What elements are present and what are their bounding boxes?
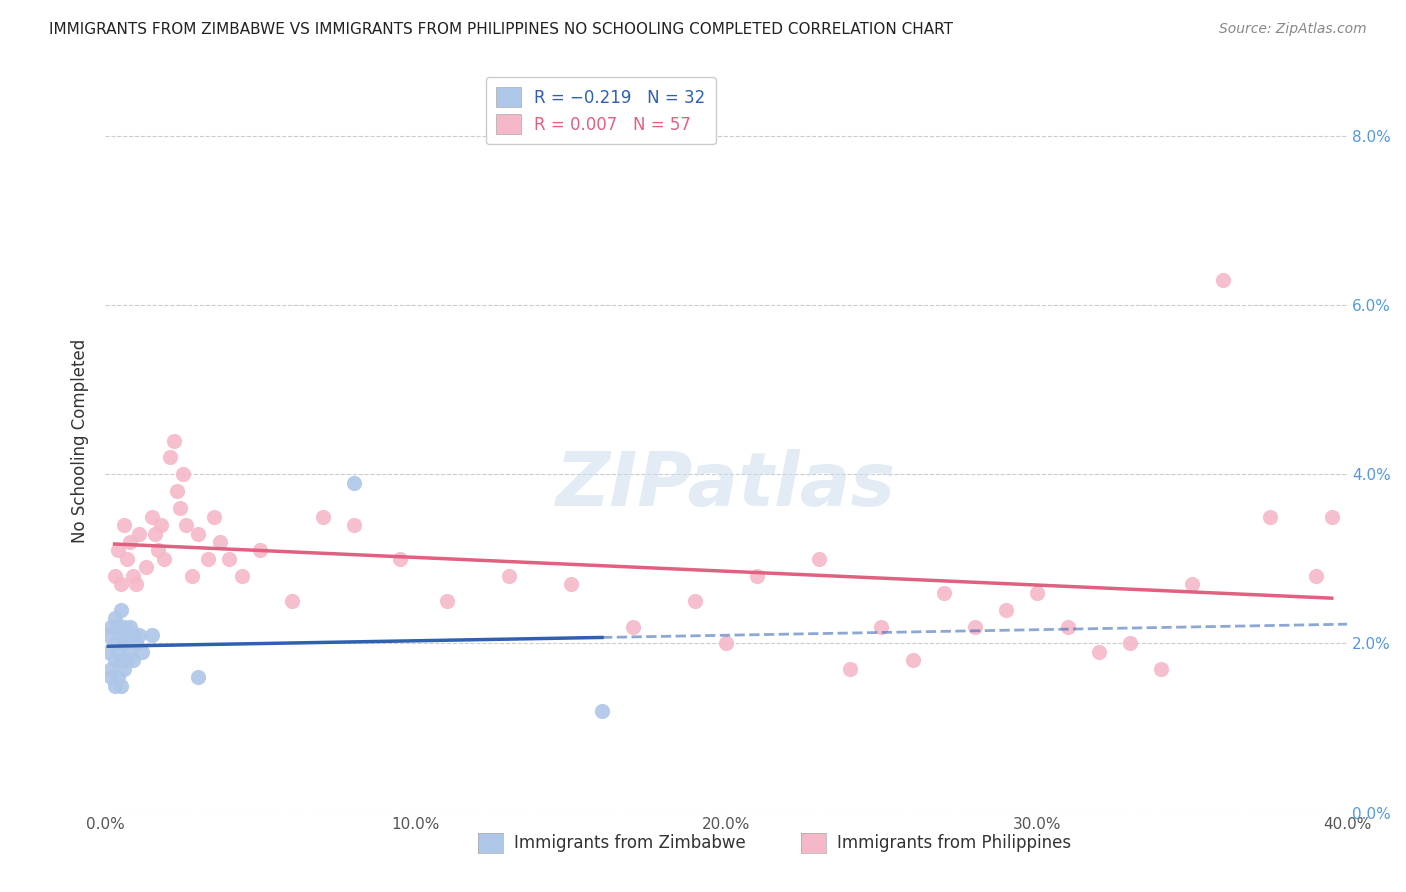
Point [146, 543, 169, 558]
Point [1320, 509, 1343, 524]
Point [122, 628, 145, 642]
Point [103, 636, 125, 650]
Point [107, 670, 129, 684]
Point [436, 594, 458, 608]
Point [115, 552, 138, 566]
Point [115, 628, 138, 642]
Point [100, 619, 122, 633]
Point [197, 552, 219, 566]
Point [107, 619, 129, 633]
Text: Immigrants from Zimbabwe: Immigrants from Zimbabwe [515, 834, 747, 852]
Point [1056, 619, 1078, 633]
Point [1305, 569, 1327, 583]
Point [97, 645, 120, 659]
Point [107, 645, 129, 659]
Point [143, 526, 166, 541]
Point [115, 653, 138, 667]
Point [249, 543, 271, 558]
Text: Immigrants from Philippines: Immigrants from Philippines [838, 834, 1071, 852]
Point [122, 653, 145, 667]
Point [103, 611, 125, 625]
Text: ZIPatlas: ZIPatlas [557, 449, 896, 522]
Point [1119, 636, 1142, 650]
Point [280, 594, 302, 608]
Point [110, 602, 132, 616]
Point [498, 569, 520, 583]
Point [153, 552, 176, 566]
Point [1181, 577, 1204, 591]
Point [118, 535, 141, 549]
Point [112, 619, 135, 633]
Point [716, 636, 738, 650]
Text: Source: ZipAtlas.com: Source: ZipAtlas.com [1219, 22, 1367, 37]
Point [870, 619, 893, 633]
Point [343, 475, 366, 490]
Point [932, 585, 955, 599]
Point [110, 628, 132, 642]
Point [110, 679, 132, 693]
Point [209, 535, 232, 549]
Y-axis label: No Schooling Completed: No Schooling Completed [72, 338, 89, 542]
Point [166, 484, 188, 499]
Point [202, 509, 225, 524]
Point [135, 560, 157, 574]
Point [159, 450, 181, 465]
Point [187, 670, 209, 684]
Point [808, 552, 831, 566]
Point [1258, 509, 1281, 524]
Point [97, 628, 120, 642]
Point [107, 543, 129, 558]
Point [1150, 662, 1173, 676]
Point [747, 569, 769, 583]
Point [103, 569, 125, 583]
Point [901, 653, 924, 667]
Point [560, 577, 582, 591]
Point [100, 670, 122, 684]
Point [174, 518, 197, 533]
Point [122, 569, 145, 583]
Point [100, 662, 122, 676]
Point [162, 434, 184, 448]
Legend: R = −0.219   N = 32, R = 0.007   N = 57: R = −0.219 N = 32, R = 0.007 N = 57 [486, 77, 716, 145]
Point [128, 628, 150, 642]
Point [118, 619, 141, 633]
Point [110, 577, 132, 591]
Point [231, 569, 253, 583]
Point [591, 704, 613, 718]
Point [128, 526, 150, 541]
Point [172, 467, 194, 482]
Point [683, 594, 706, 608]
Point [112, 636, 135, 650]
Point [125, 636, 148, 650]
Point [150, 518, 173, 533]
Point [1212, 273, 1234, 287]
Point [218, 552, 240, 566]
Point [343, 518, 366, 533]
Point [839, 662, 862, 676]
Point [169, 501, 191, 516]
Point [621, 619, 644, 633]
Point [389, 552, 412, 566]
Point [994, 602, 1017, 616]
Point [311, 509, 333, 524]
Point [103, 679, 125, 693]
Point [112, 518, 135, 533]
Point [1088, 645, 1111, 659]
Point [141, 628, 163, 642]
Point [112, 662, 135, 676]
Point [131, 645, 153, 659]
Text: IMMIGRANTS FROM ZIMBABWE VS IMMIGRANTS FROM PHILIPPINES NO SCHOOLING COMPLETED C: IMMIGRANTS FROM ZIMBABWE VS IMMIGRANTS F… [49, 22, 953, 37]
Point [181, 569, 204, 583]
Point [963, 619, 986, 633]
Point [118, 645, 141, 659]
Point [125, 577, 148, 591]
Point [110, 653, 132, 667]
Point [187, 526, 209, 541]
Point [141, 509, 163, 524]
Point [1025, 585, 1047, 599]
Point [103, 653, 125, 667]
